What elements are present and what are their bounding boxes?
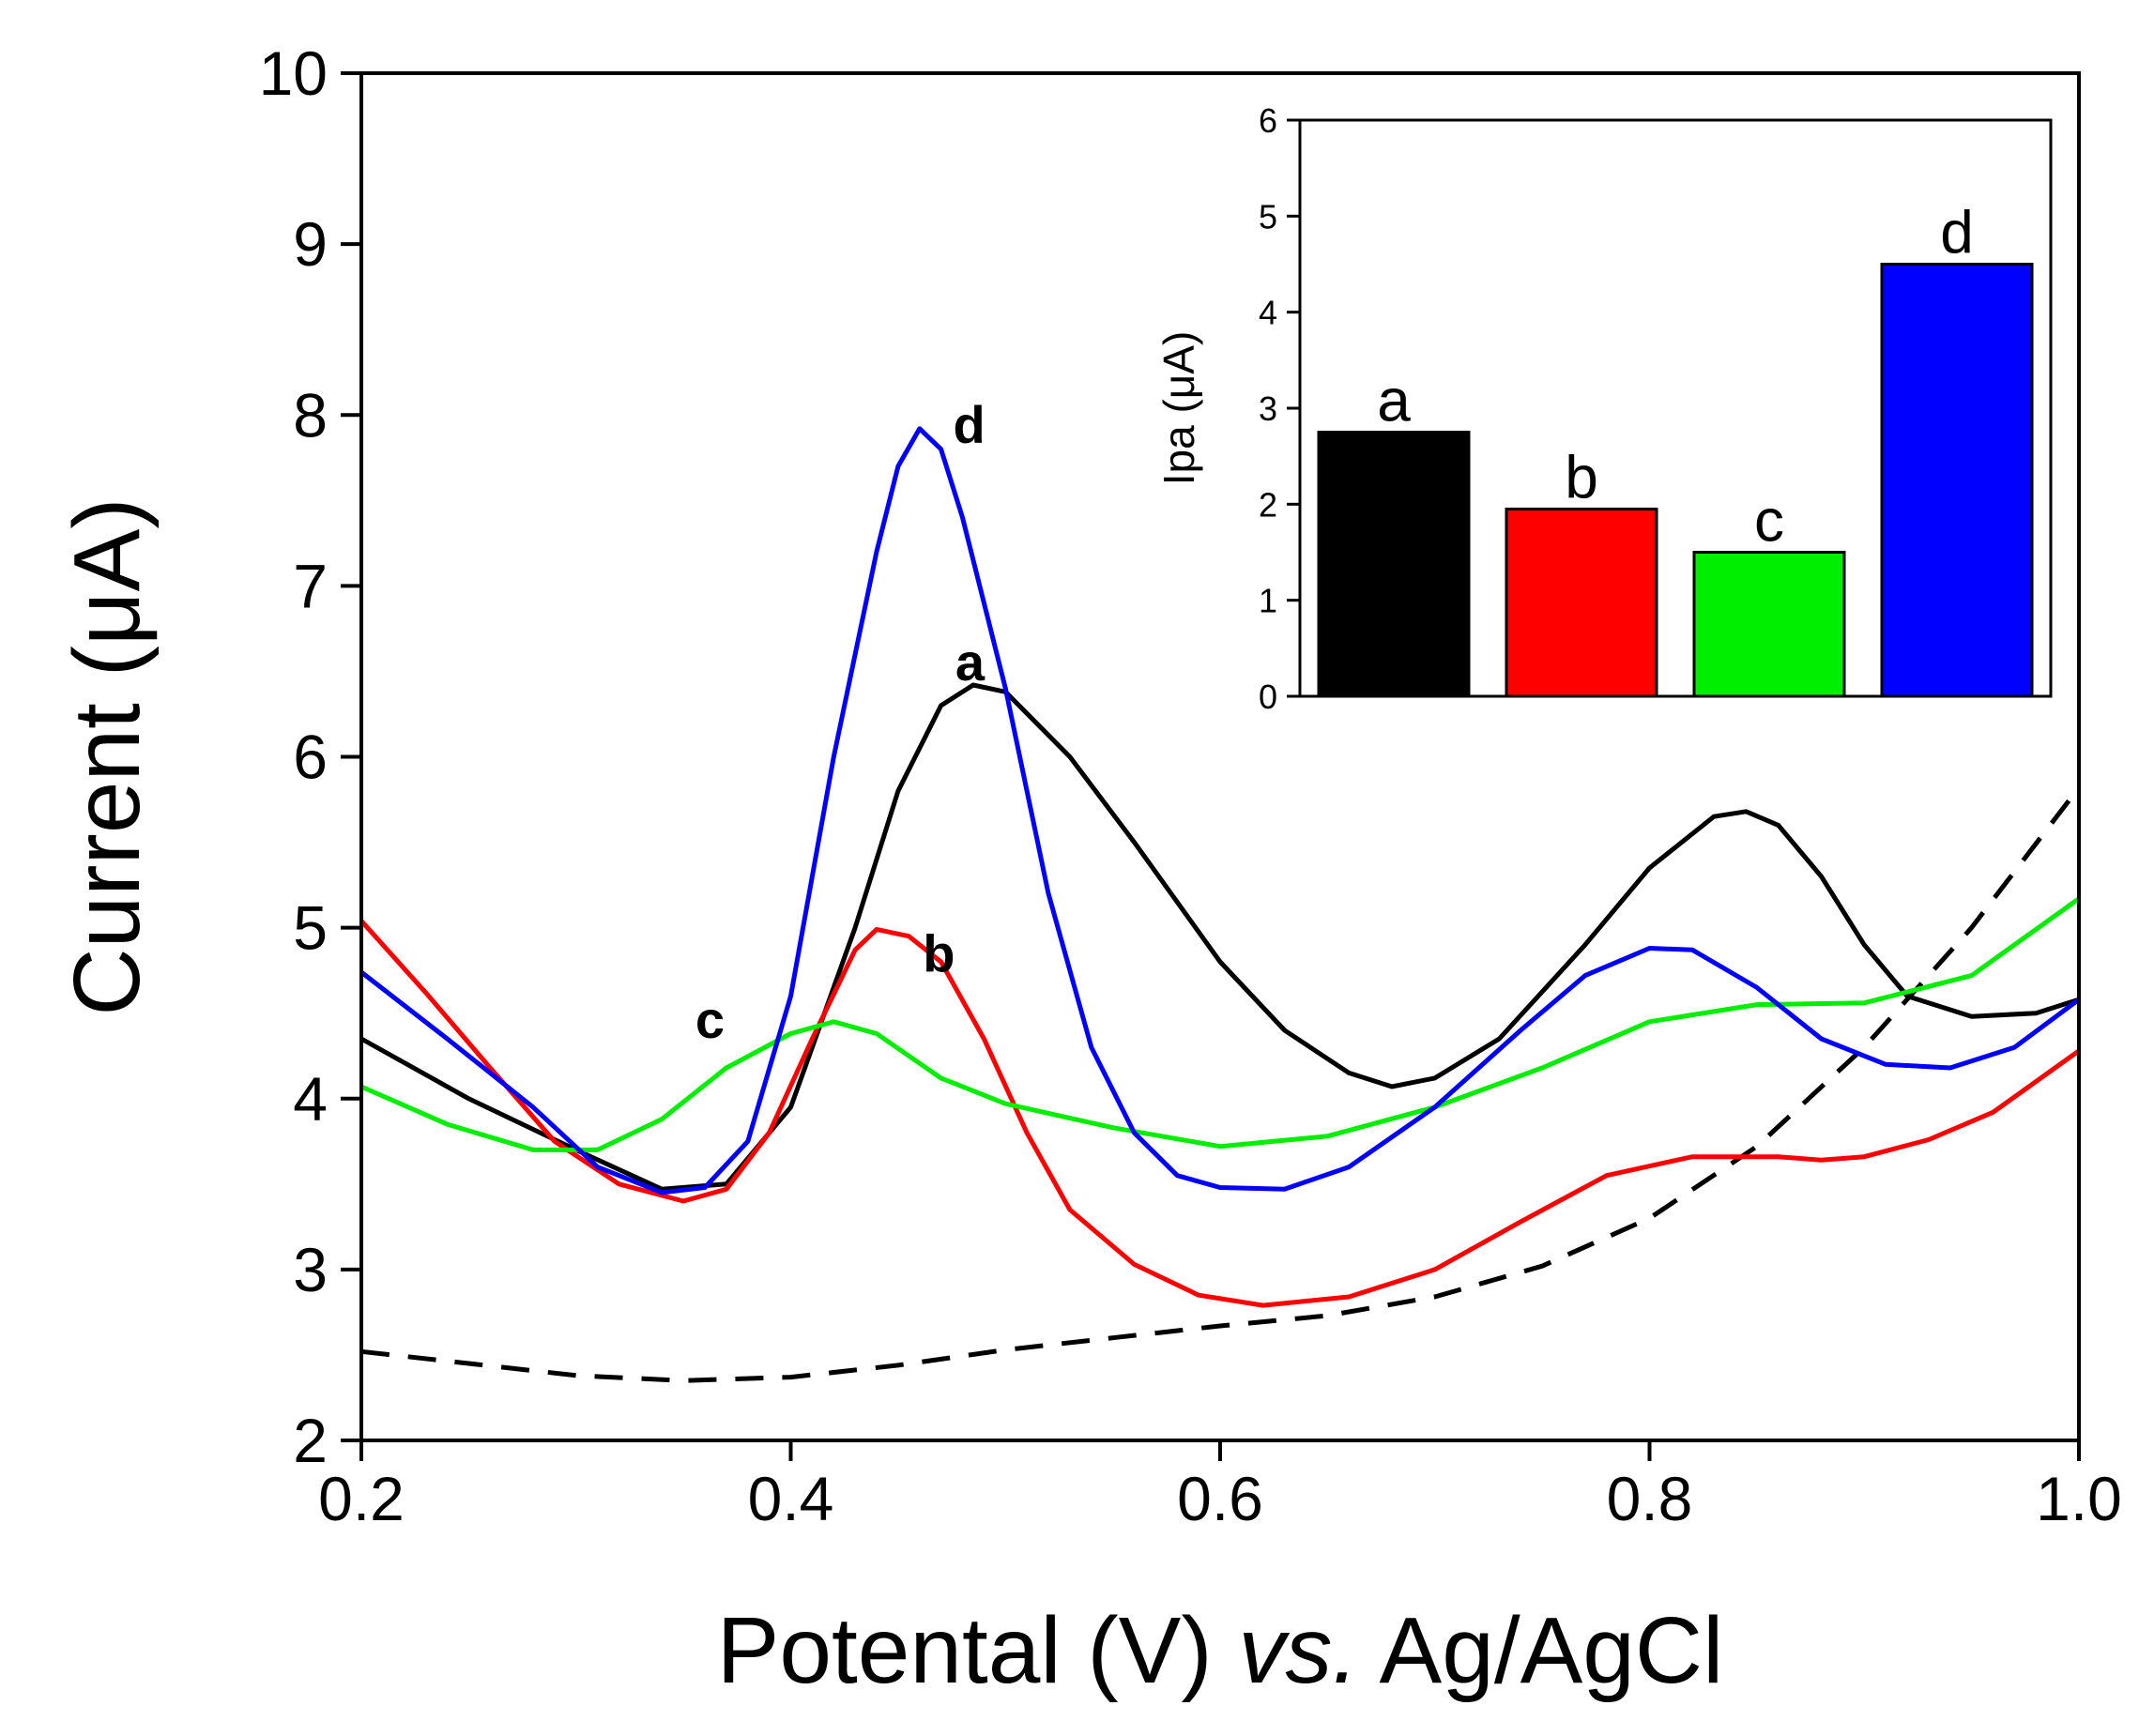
inset-y-tick-label: 5 bbox=[1259, 197, 1277, 236]
x-tick-label: 0.4 bbox=[748, 1464, 834, 1533]
inset-bar-labels: a b c d bbox=[1377, 199, 1974, 555]
curve-label-a: a bbox=[955, 632, 985, 692]
curve-label-d: d bbox=[954, 395, 985, 454]
curve-a bbox=[359, 682, 2080, 1192]
inset-y-ticks: 0 1 2 3 4 5 6 bbox=[1259, 101, 1300, 716]
bar-b bbox=[1505, 507, 1658, 698]
x-axis-title-vs: vs. bbox=[1238, 1598, 1358, 1703]
inset-y-tick-label: 4 bbox=[1259, 294, 1277, 332]
bar-c bbox=[1692, 551, 1846, 698]
inset-y-tick-label: 0 bbox=[1259, 678, 1277, 716]
bar-label-a: a bbox=[1377, 367, 1411, 434]
y-tick-label: 7 bbox=[293, 551, 328, 620]
x-tick-label: 0.6 bbox=[1177, 1464, 1263, 1533]
y-tick-label: 3 bbox=[293, 1235, 328, 1304]
curve-blank bbox=[360, 785, 2081, 1383]
curve-d bbox=[359, 426, 2081, 1195]
y-tick-label: 9 bbox=[293, 209, 328, 279]
curve-labels: a b c d bbox=[695, 395, 985, 1049]
bar-label-c: c bbox=[1754, 487, 1784, 555]
inset-y-tick-label: 1 bbox=[1259, 582, 1277, 620]
y-tick-label: 5 bbox=[293, 893, 328, 963]
y-tick-label: 2 bbox=[293, 1406, 328, 1475]
inset-y-tick-label: 6 bbox=[1259, 101, 1277, 140]
inset-frame bbox=[1298, 118, 2053, 698]
x-tick-label: 1.0 bbox=[2036, 1464, 2122, 1533]
y-tick-label: 4 bbox=[293, 1064, 328, 1134]
y-tick-label: 10 bbox=[259, 38, 328, 108]
x-tick-label: 0.2 bbox=[318, 1464, 405, 1533]
main-plot-frame bbox=[359, 71, 2081, 1442]
inset-y-tick-label: 3 bbox=[1259, 389, 1277, 428]
y-tick-label: 6 bbox=[293, 723, 328, 792]
main-y-ticks: 2 3 4 5 6 7 8 9 10 bbox=[259, 38, 361, 1475]
x-axis-title-main: Potental (V) bbox=[717, 1598, 1239, 1703]
y-tick-label: 8 bbox=[293, 380, 328, 449]
x-axis-title: Potental (V) vs. Ag/AgCl bbox=[717, 1598, 1724, 1703]
bar-a bbox=[1317, 431, 1471, 698]
main-x-ticks: 0.2 0.4 0.6 0.8 1.0 bbox=[318, 1440, 2122, 1533]
x-tick-label: 0.8 bbox=[1607, 1464, 1693, 1533]
inset-bar-chart: 0 1 2 3 4 5 6 a b c d Ipa (μA) bbox=[1154, 101, 2053, 716]
curve-label-b: b bbox=[923, 923, 955, 982]
bar-label-b: b bbox=[1565, 443, 1598, 510]
inset-y-tick-label: 2 bbox=[1259, 485, 1277, 524]
bar-d bbox=[1880, 263, 2034, 698]
curve-label-c: c bbox=[695, 990, 725, 1049]
bar-label-d: d bbox=[1940, 199, 1974, 266]
main-curves bbox=[359, 426, 2081, 1383]
curve-c bbox=[359, 896, 2081, 1152]
x-axis-title-ref: Ag/AgCl bbox=[1358, 1598, 1723, 1703]
y-axis-title: Current (μA) bbox=[54, 497, 160, 1015]
curve-b bbox=[359, 919, 2081, 1308]
inset-bars bbox=[1317, 263, 2034, 698]
inset-y-axis-title: Ipa (μA) bbox=[1154, 331, 1203, 486]
